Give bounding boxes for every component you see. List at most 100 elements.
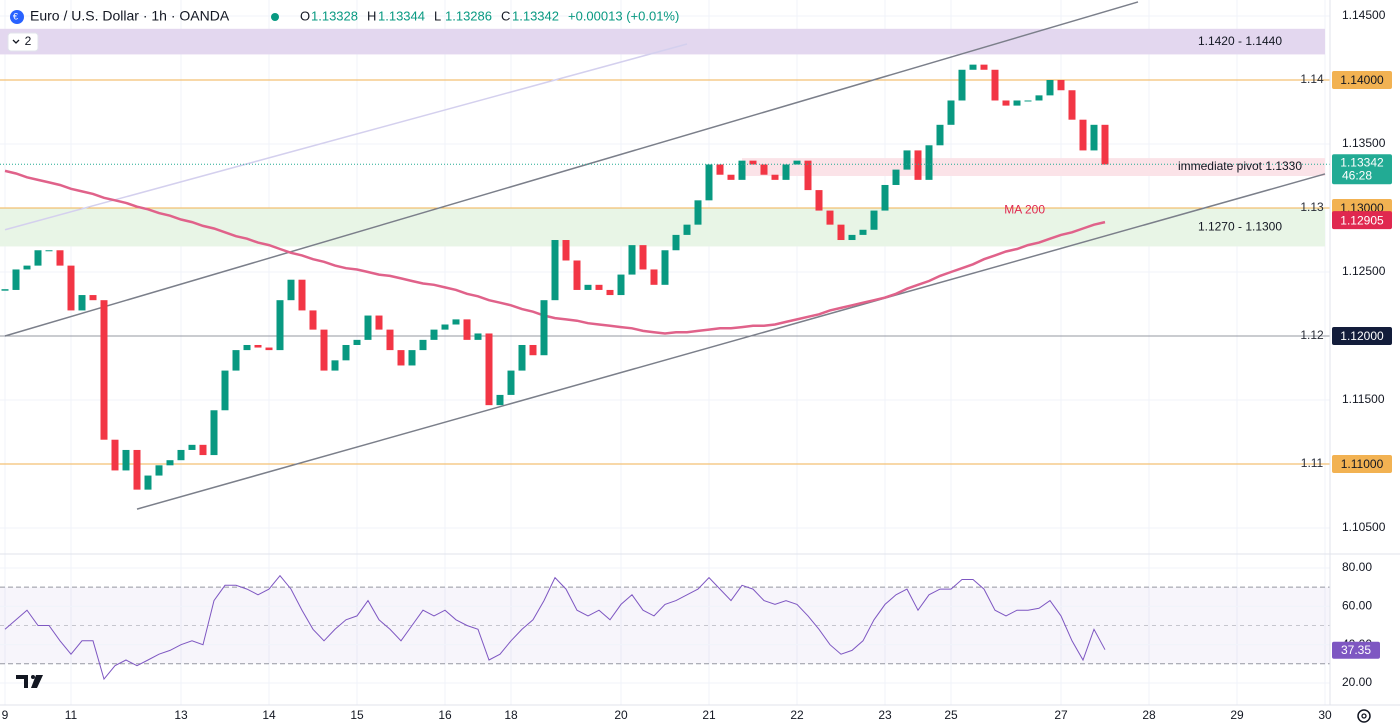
candle [309, 310, 317, 330]
candle [771, 174, 779, 180]
market-status [271, 13, 279, 21]
background-layer [0, 0, 1330, 705]
candle [540, 300, 548, 356]
candle [166, 460, 174, 466]
rsi-badge [1332, 641, 1380, 659]
indicator-count: 2 [25, 34, 32, 48]
candle [848, 234, 856, 241]
candle [683, 224, 691, 235]
x-tick-label: 20 [614, 708, 628, 722]
candle [375, 315, 383, 330]
candle [276, 300, 284, 351]
rsi-badge-label: 37.35 [1341, 643, 1371, 657]
candle [837, 224, 845, 241]
candle [1002, 100, 1010, 106]
candle [386, 329, 394, 351]
change: +0.00013 (+0.01%) [568, 8, 679, 23]
ohlc-value: 1.13286 [445, 8, 492, 23]
candle [936, 124, 944, 146]
candle [287, 279, 295, 301]
candle [892, 169, 900, 185]
candle [925, 145, 933, 180]
candle [89, 295, 97, 301]
rsi-line [4, 574, 1106, 681]
candle [716, 164, 724, 175]
candle [474, 333, 482, 340]
x-tick-label: 21 [702, 708, 716, 722]
candle [111, 439, 119, 471]
x-tick-label: 11 [65, 708, 78, 722]
candle [661, 250, 669, 285]
candle [1013, 100, 1021, 106]
level-label: 1.12 [1300, 328, 1324, 342]
candle [34, 250, 42, 266]
symbol-title[interactable]: Euro / U.S. Dollar · 1h · OANDA [30, 8, 230, 24]
level-label: 1.13 [1300, 200, 1324, 214]
candle [463, 319, 471, 340]
logo-part [16, 675, 28, 688]
level-badge-label: 1.11000 [1341, 457, 1384, 471]
candle [991, 69, 999, 101]
y-tick-label: 1.14500 [1342, 8, 1386, 22]
candle [210, 410, 218, 456]
x-tick-label: 23 [878, 708, 892, 722]
zone-label: 1.1270 - 1.1300 [1198, 219, 1282, 233]
candle [1068, 90, 1076, 120]
candle [23, 265, 31, 270]
candle [452, 319, 460, 325]
candle [980, 64, 988, 70]
candle [144, 475, 152, 490]
candle [573, 260, 581, 290]
zone [742, 158, 1325, 177]
series-badge [1332, 211, 1392, 230]
candle [78, 295, 86, 311]
candle [859, 229, 867, 235]
candle [947, 100, 955, 125]
candle [232, 350, 240, 371]
candle [969, 64, 977, 70]
candle [485, 333, 493, 406]
level-badge [1332, 327, 1392, 346]
ohlc-key: C [501, 8, 510, 23]
candle [760, 164, 768, 175]
x-tick-label: 16 [438, 708, 452, 722]
candle [529, 344, 537, 356]
candle [155, 465, 163, 476]
candle [320, 329, 328, 371]
y-tick-label: 1.11500 [1342, 392, 1385, 406]
indicator-toggle[interactable] [7, 32, 39, 52]
level-label: 1.14 [1300, 72, 1324, 86]
ohlc-value: 1.13342 [512, 8, 559, 23]
gear-ring [1357, 709, 1371, 723]
ohlc-value: 1.13344 [378, 8, 425, 23]
candle [419, 339, 427, 351]
candle [617, 274, 625, 296]
candle [1079, 119, 1087, 151]
candle [518, 344, 526, 371]
tradingview-logo [16, 675, 43, 688]
x-tick-label: 13 [174, 708, 188, 722]
candle [1101, 124, 1109, 165]
candle [749, 160, 757, 165]
settings-icon[interactable] [1357, 709, 1371, 723]
gear-center [1361, 713, 1367, 719]
x-tick-label: 28 [1142, 708, 1156, 722]
candle [221, 370, 229, 411]
x-tick-label: 25 [944, 708, 958, 722]
candle [265, 347, 273, 351]
candle [243, 344, 251, 351]
symbol-logo [10, 10, 24, 24]
series-label: MA 200 [1004, 202, 1045, 216]
candle [870, 210, 878, 230]
last-price-label: 1.13342 [1340, 155, 1384, 169]
chevron-icon [12, 39, 20, 44]
candle [903, 150, 911, 170]
candle [496, 394, 504, 406]
candle [1024, 100, 1032, 102]
logo-part [31, 675, 35, 679]
candle [408, 350, 416, 366]
candle [881, 184, 889, 211]
symbol-logo-glyph: € [13, 11, 18, 21]
y-tick-label: 1.12500 [1342, 264, 1386, 278]
